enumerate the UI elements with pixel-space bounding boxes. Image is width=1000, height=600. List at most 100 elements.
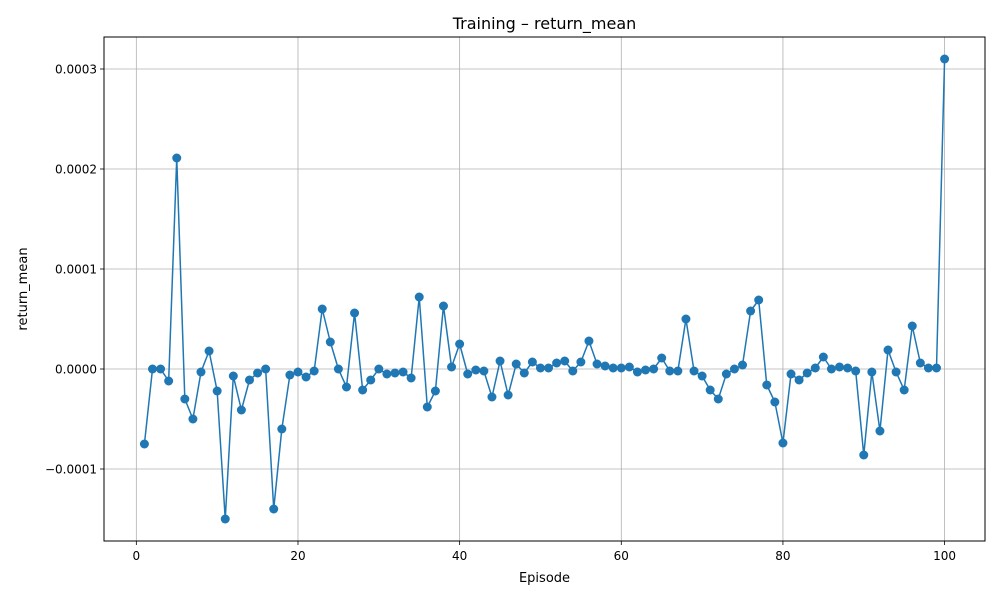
data-point: [891, 367, 901, 377]
data-point: [584, 336, 594, 346]
data-point: [851, 366, 861, 376]
data-point: [568, 366, 578, 376]
data-point: [867, 367, 877, 377]
data-point: [414, 292, 424, 302]
data-point: [535, 363, 545, 373]
data-point: [447, 362, 457, 372]
data-point: [398, 367, 408, 377]
data-point: [560, 356, 570, 366]
data-point: [180, 394, 190, 404]
data-point: [487, 392, 497, 402]
data-point: [713, 394, 723, 404]
data-point: [430, 386, 440, 396]
data-point: [632, 367, 642, 377]
y-axis-label: return_mean: [16, 247, 31, 330]
data-point: [455, 339, 465, 349]
data-point: [325, 337, 335, 347]
data-point: [366, 375, 376, 385]
data-point: [471, 365, 481, 375]
data-point: [786, 369, 796, 379]
data-point: [212, 386, 222, 396]
data-point: [293, 367, 303, 377]
data-point: [519, 368, 529, 378]
data-point: [859, 450, 869, 460]
axis-ticks: 0 20 40 60 80 100 −0.0001 0.0000 0.0001 0.0002 0.0…: [45, 63, 956, 564]
data-point: [503, 390, 513, 400]
data-point: [269, 504, 279, 514]
data-point: [479, 366, 489, 376]
y-tick-label: 0.0000: [55, 363, 97, 377]
data-point: [843, 363, 853, 373]
data-point: [172, 153, 182, 163]
data-point: [592, 359, 602, 369]
data-point: [406, 373, 416, 383]
x-axis-label: Episode: [519, 571, 570, 586]
data-point: [641, 365, 651, 375]
chart-title: Training – return_mean: [452, 14, 637, 34]
data-point: [358, 385, 368, 395]
data-point: [681, 314, 691, 324]
data-point: [333, 364, 343, 374]
data-point: [438, 301, 448, 311]
data-point: [139, 439, 149, 449]
data-point: [883, 345, 893, 355]
x-tick-label: 80: [775, 549, 790, 563]
data-point: [390, 368, 400, 378]
data-point: [705, 385, 715, 395]
data-point: [188, 414, 198, 424]
data-point: [228, 371, 238, 381]
data-point: [940, 54, 950, 64]
data-point: [802, 368, 812, 378]
data-point: [527, 357, 537, 367]
y-tick-label: 0.0002: [55, 163, 97, 177]
data-point: [915, 358, 925, 368]
data-point: [770, 397, 780, 407]
data-point: [422, 402, 432, 412]
data-point: [253, 368, 263, 378]
data-point: [875, 426, 885, 436]
data-point: [576, 357, 586, 367]
data-point: [746, 306, 756, 316]
y-tick-label: 0.0001: [55, 263, 97, 277]
x-tick-label: 40: [452, 549, 467, 563]
data-point: [689, 366, 699, 376]
data-point: [261, 364, 271, 374]
data-point: [932, 363, 941, 373]
data-point: [317, 304, 327, 314]
x-tick-label: 100: [933, 549, 956, 563]
data-point: [156, 364, 166, 374]
data-point: [309, 366, 319, 376]
series-markers: [139, 54, 950, 524]
data-point: [382, 369, 392, 379]
data-point: [738, 360, 748, 370]
x-tick-label: 60: [614, 549, 629, 563]
data-point: [665, 366, 675, 376]
data-point: [244, 375, 254, 385]
data-point: [762, 380, 772, 390]
data-point: [923, 363, 933, 373]
data-point: [624, 362, 634, 372]
data-point: [204, 346, 214, 356]
x-tick-label: 20: [290, 549, 305, 563]
data-point: [285, 370, 295, 380]
y-tick-label: −0.0001: [45, 463, 97, 477]
data-point: [511, 359, 521, 369]
data-point: [657, 353, 667, 363]
data-point: [835, 362, 845, 372]
data-point: [616, 363, 626, 373]
data-point: [649, 364, 659, 374]
data-point: [754, 295, 764, 305]
data-point: [697, 371, 707, 381]
grid-lines: [104, 37, 985, 541]
data-point: [552, 358, 562, 368]
data-point: [374, 364, 384, 374]
data-point: [301, 372, 311, 382]
data-point: [721, 369, 731, 379]
data-point: [794, 375, 804, 385]
y-tick-label: 0.0003: [55, 63, 97, 77]
data-point: [164, 376, 174, 386]
data-point: [778, 438, 788, 448]
plot-frame: [103, 36, 986, 542]
data-point: [729, 364, 739, 374]
